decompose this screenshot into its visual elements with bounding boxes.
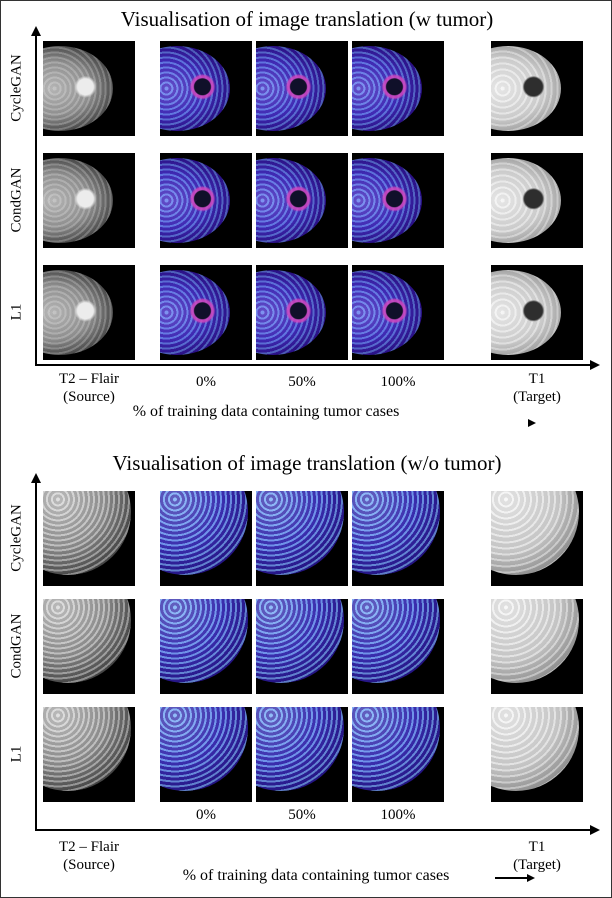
panel2-y-axis: [35, 482, 37, 831]
brain-slice: [256, 158, 326, 243]
panel2-row-label-l1: L1: [8, 745, 25, 763]
mri-wt-cyclegan-0pct: [160, 41, 252, 136]
brain-slice: [160, 599, 248, 683]
brain-slice: [160, 707, 248, 791]
brain-slice: [352, 491, 440, 575]
brain-slice: [43, 46, 113, 131]
panel1-col-50pct: 50%: [288, 374, 316, 390]
panel1-title: Visualisation of image translation (w tu…: [120, 7, 494, 31]
mri-wo-condgan-0pct: [160, 599, 252, 694]
brain-slice: [491, 707, 579, 791]
mri-wt-cyclegan-100pct: [352, 41, 444, 136]
mri-wo-l1-0pct: [160, 707, 252, 802]
mri-wo-cyclegan-source: [43, 491, 135, 586]
mri-wt-cyclegan-50pct: [256, 41, 348, 136]
mri-wt-cyclegan-target: [491, 41, 583, 136]
panel2-x-axis: [35, 829, 591, 831]
brain-slice: [491, 599, 579, 683]
brain-slice: [160, 491, 248, 575]
brain-slice: [352, 270, 422, 355]
mri-wo-condgan-source: [43, 599, 135, 694]
panel1-col-source-line1: T2 – Flair: [59, 371, 119, 387]
brain-slice: [43, 270, 113, 355]
panel2-x-axis-caption: % of training data containing tumor case…: [182, 867, 450, 884]
mri-wo-l1-50pct: [256, 707, 348, 802]
brain-slice: [43, 158, 113, 243]
panel1-row-label-l1: L1: [8, 303, 25, 321]
brain-slice: [256, 599, 344, 683]
brain-slice: [160, 158, 230, 243]
mri-wt-condgan-100pct: [352, 153, 444, 248]
mri-wo-condgan-target: [491, 599, 583, 694]
panel2-row-label-cyclegan: CycleGAN: [8, 504, 25, 572]
mri-wo-cyclegan-100pct: [352, 491, 444, 586]
panel1-x-axis-arrow-icon: [590, 360, 600, 370]
mri-wo-condgan-100pct: [352, 599, 444, 694]
brain-slice: [352, 46, 422, 131]
brain-slice: [352, 158, 422, 243]
panel1-y-axis-arrow-icon: [31, 26, 41, 36]
panel2-y-axis-arrow-icon: [31, 473, 41, 483]
mri-wt-condgan-0pct: [160, 153, 252, 248]
brain-slice: [256, 707, 344, 791]
mri-wt-l1-source: [43, 265, 135, 360]
panel2-caption-arrow-line: [495, 877, 527, 879]
panel1-col-0pct: 0%: [196, 374, 216, 390]
panel2-col-0pct: 0%: [196, 807, 216, 823]
brain-slice: [491, 270, 561, 355]
brain-slice: [491, 46, 561, 131]
mri-wo-condgan-50pct: [256, 599, 348, 694]
panel1-col-target-line1: T1: [528, 371, 546, 387]
mri-wo-l1-100pct: [352, 707, 444, 802]
panel1-row-label-condgan: CondGAN: [8, 167, 25, 233]
brain-slice: [256, 46, 326, 131]
brain-slice: [352, 707, 440, 791]
brain-slice: [256, 270, 326, 355]
mri-wt-l1-100pct: [352, 265, 444, 360]
panel2-title: Visualisation of image translation (w/o …: [112, 451, 502, 475]
panel2-col-target-line2: (Target): [513, 857, 561, 873]
brain-slice: [491, 158, 561, 243]
brain-slice: [256, 491, 344, 575]
brain-slice: [43, 491, 131, 575]
brain-slice: [160, 270, 230, 355]
panel2-col-100pct: 100%: [380, 807, 416, 823]
panel2-col-source-line1: T2 – Flair: [59, 839, 119, 855]
panel2-col-target-line1: T1: [528, 839, 546, 855]
mri-wt-condgan-source: [43, 153, 135, 248]
panel1-x-axis: [35, 364, 591, 366]
brain-slice: [491, 491, 579, 575]
panel1-col-target-line2: (Target): [513, 389, 561, 405]
panel2-x-axis-arrow-icon: [590, 825, 600, 835]
panel2-col-50pct: 50%: [288, 807, 316, 823]
mri-wo-l1-source: [43, 707, 135, 802]
panel1-col-100pct: 100%: [380, 374, 416, 390]
brain-slice: [352, 599, 440, 683]
mri-wt-l1-0pct: [160, 265, 252, 360]
mri-wo-cyclegan-target: [491, 491, 583, 586]
brain-slice: [43, 707, 131, 791]
brain-slice: [160, 46, 230, 131]
mri-wt-l1-target: [491, 265, 583, 360]
panel1-x-axis-caption: % of training data containing tumor case…: [132, 403, 400, 420]
brain-slice: [43, 599, 131, 683]
panel1-caption-arrow-icon: [528, 419, 536, 427]
panel1-col-source-line2: (Source): [63, 389, 115, 405]
panel2-caption-arrow-icon: [527, 874, 535, 882]
mri-wo-cyclegan-0pct: [160, 491, 252, 586]
mri-wo-l1-target: [491, 707, 583, 802]
mri-wt-l1-50pct: [256, 265, 348, 360]
mri-wo-cyclegan-50pct: [256, 491, 348, 586]
mri-wt-condgan-50pct: [256, 153, 348, 248]
panel2-row-label-condgan: CondGAN: [8, 613, 25, 679]
panel1-y-axis: [35, 35, 37, 366]
panel1-row-label-cyclegan: CycleGAN: [8, 54, 25, 122]
mri-wt-cyclegan-source: [43, 41, 135, 136]
panel2-col-source-line2: (Source): [63, 857, 115, 873]
mri-wt-condgan-target: [491, 153, 583, 248]
